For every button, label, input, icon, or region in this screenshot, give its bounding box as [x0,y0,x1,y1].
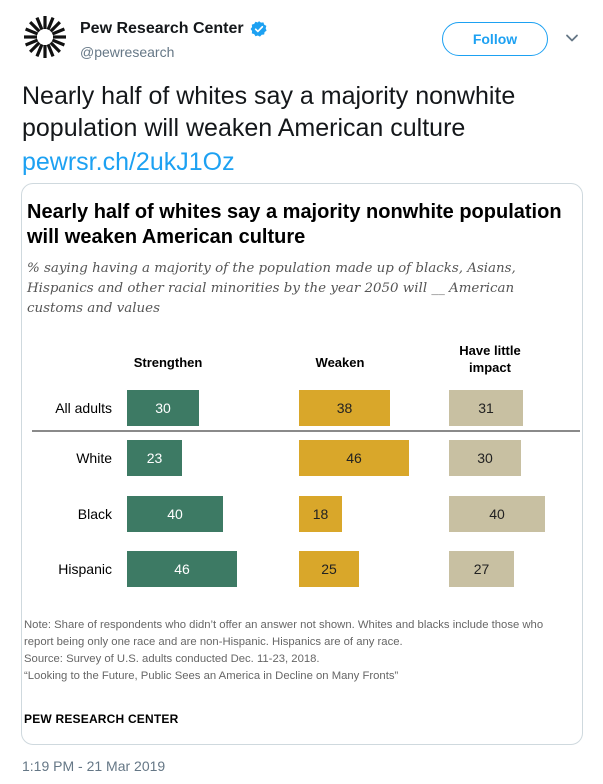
bar-strengthen-black: 40 [127,496,223,532]
legend-have-little-impact: Have little impact [459,343,521,375]
bar-value-label: 40 [489,506,505,522]
bar-have-little-impact-hispanic: 27 [449,551,514,587]
category-label: White [76,450,112,466]
bar-value-label: 40 [167,506,183,522]
tweet-header: Pew Research Center @pewresearch Follow [22,14,587,64]
bar-strengthen-all-adults: 30 [127,390,199,426]
bar-have-little-impact-white: 30 [449,440,521,476]
bar-value-label: 23 [146,450,163,466]
bar-value-label: 30 [155,400,171,416]
divider [32,430,580,432]
bar-value-label: 27 [473,561,490,577]
bar-weaken-white: 46 [299,440,409,476]
bar-value-label: 38 [336,400,353,416]
verified-badge-icon [250,21,267,37]
bar-value-label: 46 [174,561,190,577]
legend-strengthen: Strengthen [133,355,203,370]
avatar[interactable] [22,14,68,60]
bar-value-label: 30 [477,450,493,466]
report-title: “Looking to the Future, Public Sees an A… [24,670,399,682]
pew-logo-icon [24,16,66,58]
bar-value-label: 31 [478,400,494,416]
bar-strengthen-white: 23 [127,440,182,476]
chart-card[interactable]: Nearly half of whites say a majority non… [21,183,583,745]
handle[interactable]: @pewresearch [80,44,175,60]
display-name[interactable]: Pew Research Center [80,20,244,37]
legend-weaken: Weaken [315,355,365,370]
chart-note: Note: Share of respondents who didn’t of… [24,617,569,685]
bar-have-little-impact-all-adults: 31 [449,390,523,426]
bar-have-little-impact-black: 40 [449,496,545,532]
timestamp[interactable]: 1:19 PM - 21 Mar 2019 [22,758,166,774]
bar-value-label: 25 [321,561,337,577]
bar-strengthen-hispanic: 46 [127,551,237,587]
bar-weaken-hispanic: 25 [299,551,359,587]
bar-weaken-black: 18 [299,496,342,532]
chart-subtitle: % saying having a majority of the popula… [27,261,516,316]
chevron-down-icon[interactable] [564,30,580,46]
category-label: Hispanic [58,561,112,577]
tweet-link[interactable]: pewrsr.ch/2ukJ1Oz [22,148,235,176]
tweet-text: Nearly half of whites say a majority non… [22,82,516,142]
bar-weaken-all-adults: 38 [299,390,390,426]
name-row: Pew Research Center [80,20,268,38]
bar-value-label: 46 [346,450,362,466]
chart-title: Nearly half of whites say a majority non… [27,201,562,248]
bar-value-label: 18 [312,506,329,522]
category-label: All adults [55,400,112,416]
follow-button[interactable]: Follow [442,22,548,56]
brand-label: PEW RESEARCH CENTER [24,712,179,726]
source-text: Source: Survey of U.S. adults conducted … [24,653,320,665]
note-text: Note: Share of respondents who didn’t of… [24,619,544,648]
category-label: Black [77,506,112,522]
